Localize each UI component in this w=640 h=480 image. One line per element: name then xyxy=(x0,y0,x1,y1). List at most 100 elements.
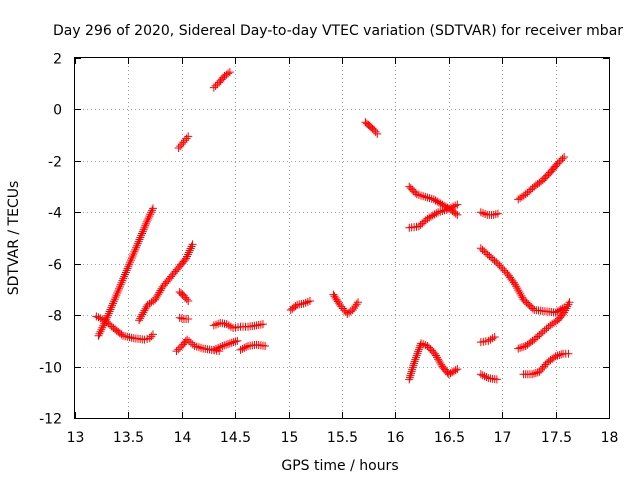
data-point xyxy=(147,208,156,217)
data-point xyxy=(451,209,460,218)
data-point xyxy=(492,258,501,267)
x-tick-label: 13 xyxy=(67,430,85,446)
data-point xyxy=(373,129,382,138)
data-point xyxy=(478,209,487,218)
data-point xyxy=(113,289,122,298)
data-point xyxy=(211,81,220,90)
data-point xyxy=(141,221,150,230)
data-point xyxy=(132,243,141,252)
data-point xyxy=(519,342,528,351)
data-point xyxy=(540,326,549,335)
data-point xyxy=(558,154,567,163)
data-point xyxy=(115,282,124,291)
data-point xyxy=(480,372,489,381)
data-point xyxy=(182,295,191,304)
data-point xyxy=(184,248,193,257)
y-tick-label: -12 xyxy=(39,412,62,428)
data-point xyxy=(440,206,449,215)
data-point xyxy=(128,252,137,260)
data-point xyxy=(305,297,314,305)
data-point xyxy=(147,332,156,341)
data-point xyxy=(453,210,462,219)
data-point xyxy=(184,132,193,141)
data-point xyxy=(119,274,128,283)
data-point xyxy=(561,306,570,315)
data-point xyxy=(436,207,445,216)
data-point xyxy=(495,261,504,270)
series-s8 xyxy=(209,68,234,92)
data-point xyxy=(174,345,183,354)
data-point xyxy=(451,201,460,210)
data-point xyxy=(529,369,538,378)
data-point xyxy=(114,286,123,295)
x-tick-label: 18 xyxy=(601,430,619,446)
data-point xyxy=(131,245,140,254)
data-point xyxy=(417,191,426,200)
x-tick-label: 13.5 xyxy=(113,430,144,446)
data-point xyxy=(423,214,432,223)
data-point xyxy=(410,359,419,368)
data-point xyxy=(148,204,157,213)
data-point xyxy=(261,342,270,350)
data-point xyxy=(242,342,251,351)
data-point xyxy=(425,213,434,222)
data-point xyxy=(486,335,495,344)
data-point xyxy=(116,280,125,289)
data-point xyxy=(130,247,139,256)
series-s14 xyxy=(361,118,382,138)
data-point xyxy=(138,310,147,319)
data-point xyxy=(429,195,438,204)
data-point xyxy=(145,212,154,221)
data-point xyxy=(449,367,458,376)
data-point xyxy=(517,291,526,300)
y-tick-label: -10 xyxy=(39,361,62,377)
series-s23 xyxy=(514,298,574,353)
data-point xyxy=(354,298,363,307)
data-point xyxy=(512,282,521,291)
data-point xyxy=(446,203,455,212)
data-point xyxy=(140,306,149,315)
data-point xyxy=(183,250,192,259)
x-tick-label: 14 xyxy=(174,430,192,446)
data-point xyxy=(514,344,523,353)
data-point xyxy=(211,344,220,353)
data-point xyxy=(121,332,130,341)
data-point xyxy=(104,309,113,318)
data-point xyxy=(407,367,416,376)
data-point xyxy=(562,304,571,313)
data-point xyxy=(515,288,524,296)
data-point xyxy=(106,305,115,314)
data-point xyxy=(553,159,562,168)
data-point xyxy=(332,295,341,304)
series-s21 xyxy=(476,244,569,317)
data-point xyxy=(220,341,229,350)
x-tick-label: 15.5 xyxy=(327,430,358,446)
series-s11 xyxy=(236,340,270,354)
data-point xyxy=(329,290,338,299)
data-point xyxy=(97,325,106,334)
data-point xyxy=(134,237,143,246)
data-point xyxy=(238,344,247,353)
grid xyxy=(75,58,609,418)
chart-title: Day 296 of 2020, Sidereal Day-to-day VTE… xyxy=(53,23,623,39)
data-point xyxy=(421,192,430,201)
data-point xyxy=(125,333,134,342)
data-point xyxy=(152,293,161,302)
data-point xyxy=(197,343,206,352)
data-point xyxy=(141,304,150,313)
data-point xyxy=(434,208,443,217)
y-tick-labels: 2 0 -2 -4 -6 -8 -10 -12 xyxy=(39,52,62,428)
data-point xyxy=(240,343,249,352)
data-point xyxy=(413,349,422,358)
data-point xyxy=(410,357,419,366)
data-point xyxy=(177,140,186,149)
data-point xyxy=(107,303,116,312)
data-point xyxy=(145,334,154,343)
data-point xyxy=(331,294,340,302)
data-point xyxy=(453,200,462,209)
data-point xyxy=(405,373,414,382)
data-point xyxy=(185,246,194,255)
data-point xyxy=(222,320,231,329)
data-point xyxy=(139,308,148,317)
data-point xyxy=(236,345,245,354)
